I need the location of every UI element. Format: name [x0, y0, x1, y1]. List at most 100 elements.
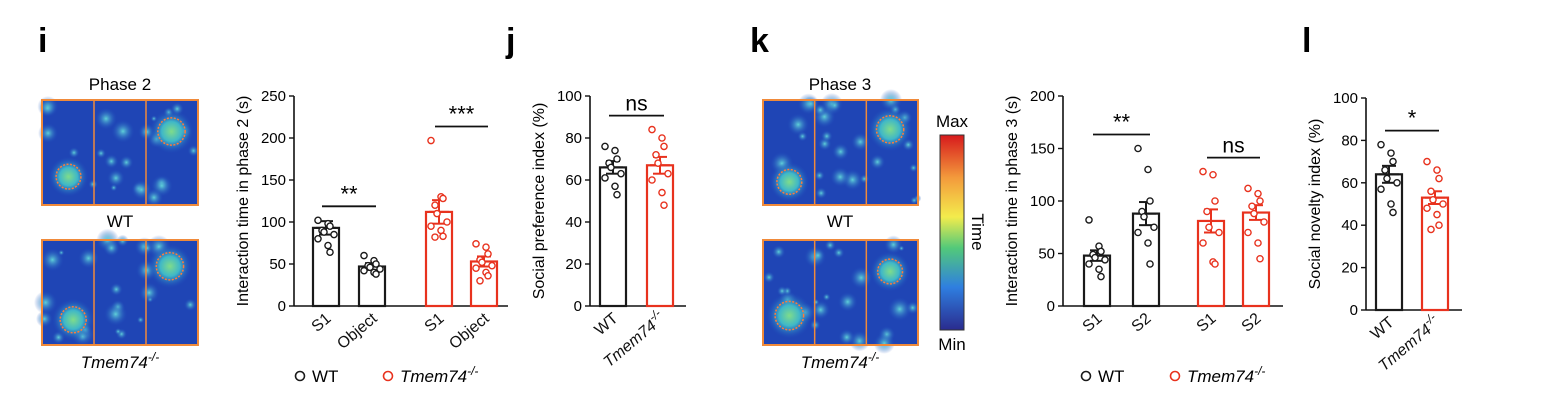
heatmap-spot: [833, 247, 845, 259]
colorbar-axis-label: Time: [968, 213, 987, 250]
heatmap-spot: [849, 266, 873, 289]
heatmap-spot: [39, 99, 56, 117]
data-point: [1199, 239, 1207, 247]
data-point: [360, 251, 368, 260]
heatmap-spot: [104, 302, 128, 326]
heatmap-spot: [822, 293, 831, 301]
x-tick-label: S1: [1080, 310, 1106, 336]
data-point: [1387, 200, 1395, 208]
heatmap-spot: [832, 143, 850, 161]
data-point: [314, 234, 322, 243]
y-tick-label: 0: [1047, 298, 1055, 315]
y-axis-label: Social novelty index (%): [1307, 119, 1324, 290]
data-point: [314, 216, 322, 225]
data-point: [1383, 174, 1391, 183]
x-tick-label: Object: [446, 310, 493, 353]
heatmap-spot: [820, 130, 833, 143]
significance-label: ***: [449, 102, 475, 127]
data-point: [1085, 260, 1093, 268]
heatmap-label-ko: Tmem74-/-: [81, 350, 159, 372]
y-tick-label: 200: [1030, 88, 1055, 105]
data-point: [439, 232, 447, 241]
x-tick-label: WT: [592, 310, 622, 339]
x-tick-label: S1: [422, 310, 448, 336]
data-point: [611, 146, 619, 155]
data-point: [1091, 253, 1099, 262]
data-point: [484, 250, 492, 258]
heatmap-hotspot: [766, 292, 813, 339]
legend-marker-wt: [1080, 370, 1092, 382]
data-point: [1435, 174, 1443, 183]
y-tick-label: 100: [1333, 90, 1358, 107]
data-point: [664, 169, 672, 178]
data-point: [652, 150, 660, 159]
y-tick-label: 100: [557, 88, 582, 105]
data-point: [1140, 212, 1148, 221]
cup-outline: [776, 168, 803, 196]
data-point: [431, 233, 439, 241]
heatmap-spot: [96, 148, 106, 159]
data-point: [1211, 197, 1219, 205]
data-point: [1389, 208, 1397, 217]
data-point: [1085, 216, 1093, 224]
y-tick-label: 50: [1038, 246, 1055, 263]
heatmap-spot: [139, 282, 160, 303]
y-tick-label: 0: [1350, 302, 1358, 319]
data-point: [1429, 195, 1437, 204]
data-point: [478, 258, 486, 267]
data-point: [1260, 218, 1268, 226]
heatmap-spot: [114, 327, 122, 336]
heatmap-spot: [830, 166, 851, 187]
data-point: [613, 155, 621, 163]
data-point: [1387, 149, 1395, 157]
chart-interaction-phase-2: 0 50 100 150 200 250 Interaction time in phase…: [235, 88, 508, 386]
legend-label-wt: WT: [1098, 367, 1124, 386]
panel-letter-i: i: [38, 22, 47, 60]
heatmap-spot: [119, 155, 134, 170]
data-point: [648, 176, 656, 184]
data-point: [1203, 207, 1211, 216]
y-tick-label: 250: [261, 88, 286, 105]
y-tick-label: 80: [565, 130, 582, 147]
heatmap-spot: [869, 154, 886, 170]
y-tick-label: 100: [261, 214, 286, 231]
heatmap-phase-2-wt: [37, 96, 200, 207]
y-tick-label: 150: [261, 172, 286, 189]
data-point: [431, 201, 439, 209]
data-point: [611, 182, 619, 191]
bar: [645, 164, 675, 308]
heatmap-spot: [898, 245, 905, 252]
data-point: [372, 270, 380, 278]
data-point: [660, 142, 668, 151]
data-point: [482, 243, 490, 251]
heatmap-spot: [909, 163, 918, 173]
heatmap-spot: [109, 282, 123, 296]
heatmap-spot: [815, 187, 827, 199]
x-tick-label: S2: [1239, 310, 1265, 336]
heatmap-spot: [838, 329, 855, 346]
significance-label: *: [1408, 106, 1417, 131]
data-point: [1146, 260, 1154, 268]
data-point: [427, 222, 435, 230]
data-point: [326, 222, 334, 230]
heatmap-spot: [111, 119, 135, 143]
x-tick-label: Object: [334, 310, 381, 353]
heatmap-spot: [136, 316, 145, 324]
heatmap-spot: [828, 99, 841, 112]
data-point: [1150, 223, 1158, 232]
data-point: [1254, 239, 1262, 247]
data-point: [1095, 265, 1103, 274]
data-point: [654, 159, 662, 167]
significance-label: ns: [1222, 135, 1244, 158]
y-axis-label: Interaction time in phase 3 (s): [1004, 96, 1021, 307]
data-point: [472, 264, 480, 273]
heatmap-spot: [78, 248, 99, 269]
cup-outline: [875, 115, 905, 144]
data-point: [320, 228, 328, 236]
colorbar: [939, 134, 965, 331]
y-tick-label: 80: [1341, 132, 1358, 149]
legend-marker-wt: [294, 370, 306, 382]
data-point: [1146, 197, 1154, 205]
heatmap-hotspot: [52, 298, 95, 341]
legend-label-wt: WT: [312, 367, 338, 386]
